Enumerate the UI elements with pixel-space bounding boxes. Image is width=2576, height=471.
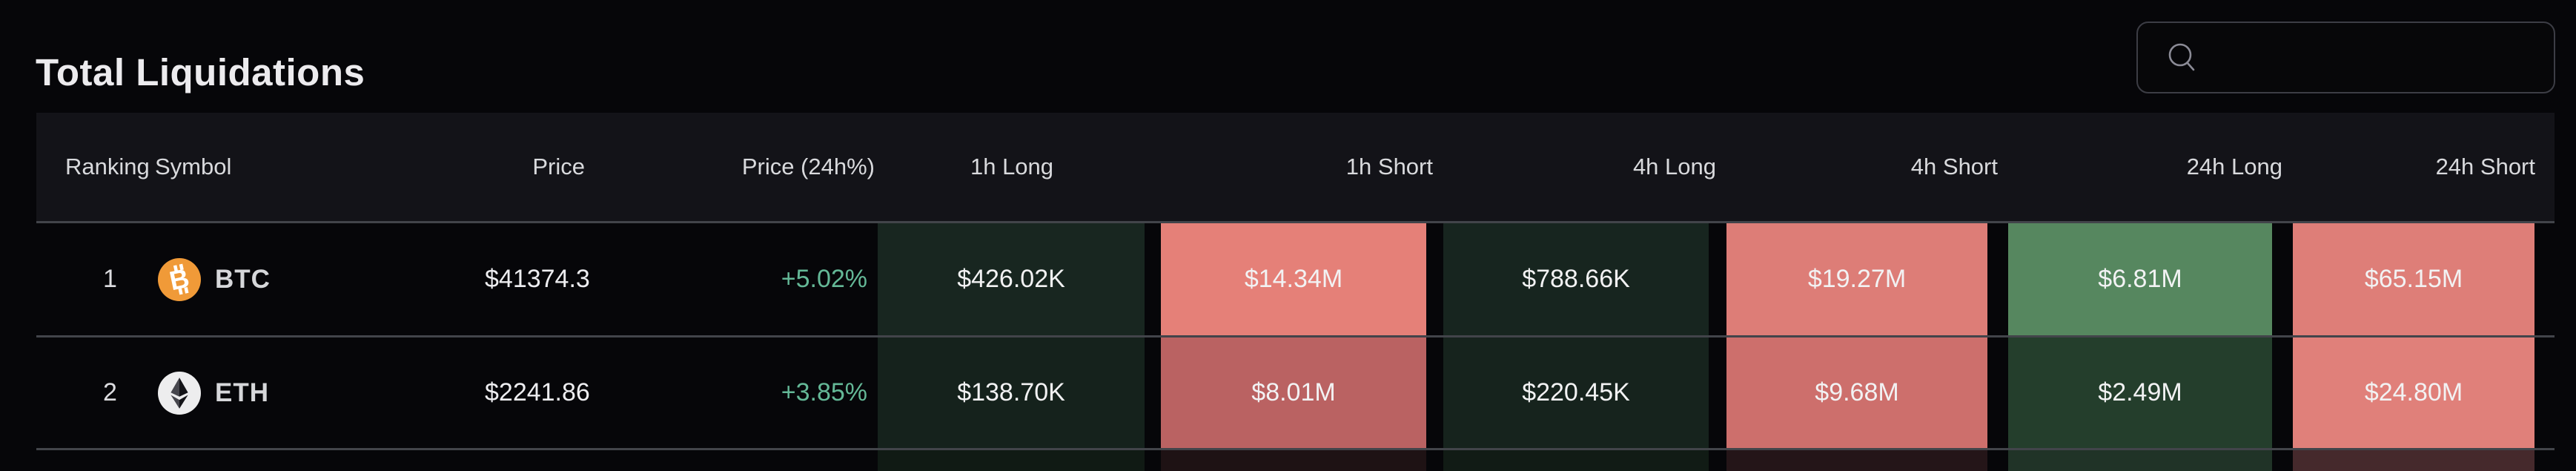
liq-cell-1h-long — [878, 450, 1145, 471]
svg-text:B: B — [167, 262, 192, 296]
liq-colbox-1h-short: $14.34M — [1161, 223, 1443, 335]
search-input[interactable] — [2216, 29, 2539, 86]
liq-cell-1h-long: $138.70K — [878, 337, 1145, 448]
page-title: Total Liquidations — [36, 51, 365, 94]
ranking-cell: 2 — [103, 378, 117, 406]
liq-cell-24h-long: $6.81M — [2008, 223, 2272, 335]
liq-colbox-24h-short: $24.80M — [2293, 337, 2555, 448]
eth-icon — [158, 371, 201, 415]
column-header-symbol[interactable]: Symbol — [155, 154, 232, 179]
table-row-btc[interactable]: 1 B BTC $41374.3 +5.02% $426.02K $14.34M $788.6… — [36, 221, 2555, 335]
symbol-cell: B BTC — [155, 257, 485, 301]
column-header-price[interactable]: Price — [532, 154, 585, 179]
liq-cell-4h-long: $788.66K — [1443, 223, 1709, 335]
liq-colbox-24h-long: $6.81M — [2008, 223, 2293, 335]
liq-cell-24h-long: $2.49M — [2008, 337, 2272, 448]
liq-colbox-4h-short: $9.68M — [1726, 337, 2008, 448]
column-header-4h-long[interactable]: 4h Long — [1632, 154, 1716, 179]
liq-colbox-4h-short — [1726, 450, 2008, 471]
search-icon — [2168, 43, 2195, 70]
liq-cell-1h-short — [1161, 450, 1426, 471]
symbol-label: ETH — [215, 378, 269, 407]
liquidations-table: Ranking Symbol Price Price (24h%) 1h Lon… — [36, 113, 2555, 471]
liq-colbox-4h-long: $788.66K — [1443, 223, 1726, 335]
table-row-partial[interactable] — [36, 448, 2555, 471]
price-cell: $2241.86 — [485, 378, 590, 406]
liq-cell-24h-short: $24.80M — [2293, 337, 2534, 448]
liq-cell-1h-short: $14.34M — [1161, 223, 1426, 335]
liq-colbox-1h-long: $138.70K — [878, 337, 1161, 448]
liq-cell-4h-short — [1726, 450, 1987, 471]
liq-cell-1h-long: $426.02K — [878, 223, 1145, 335]
liq-colbox-1h-long — [878, 450, 1161, 471]
liq-colbox-24h-short — [2293, 450, 2555, 471]
btc-icon: B — [158, 257, 201, 301]
column-header-1h-short[interactable]: 1h Short — [1345, 154, 1433, 179]
liq-cell-1h-short: $8.01M — [1161, 337, 1426, 448]
liq-cell-4h-short: $9.68M — [1726, 337, 1987, 448]
column-header-24h-long[interactable]: 24h Long — [2186, 154, 2282, 179]
liq-cell-4h-long: $220.45K — [1443, 337, 1709, 448]
liq-colbox-1h-short — [1161, 450, 1443, 471]
liq-colbox-4h-long — [1443, 450, 1726, 471]
table-rows: 1 B BTC $41374.3 +5.02% $426.02K $14.34M $788.6… — [36, 221, 2555, 471]
ranking-cell: 1 — [103, 265, 117, 293]
price-cell: $41374.3 — [485, 265, 590, 293]
liq-colbox-24h-short: $65.15M — [2293, 223, 2555, 335]
column-header-price-24h[interactable]: Price (24h%) — [741, 154, 875, 179]
liq-cell-24h-long — [2008, 450, 2272, 471]
table-row-eth[interactable]: 2 ETH $2241.86 +3.85% $138.70K $8.01M $220.45K… — [36, 335, 2555, 448]
price-change-24h-cell: +3.85% — [781, 378, 867, 406]
column-header-1h-long[interactable]: 1h Long — [970, 154, 1054, 179]
liq-cell-4h-short: $19.27M — [1726, 223, 1987, 335]
liq-colbox-24h-long — [2008, 450, 2293, 471]
table-header: Ranking Symbol Price Price (24h%) 1h Lon… — [36, 113, 2555, 221]
liq-colbox-1h-short: $8.01M — [1161, 337, 1443, 448]
symbol-cell: ETH — [155, 371, 485, 415]
liq-cell-24h-short — [2293, 450, 2534, 471]
liq-cell-24h-short: $65.15M — [2293, 223, 2534, 335]
search-box[interactable] — [2136, 22, 2555, 93]
liq-colbox-4h-long: $220.45K — [1443, 337, 1726, 448]
column-header-24h-short[interactable]: 24h Short — [2435, 154, 2535, 179]
liq-colbox-4h-short: $19.27M — [1726, 223, 2008, 335]
column-header-ranking[interactable]: Ranking — [65, 154, 150, 179]
column-header-4h-short[interactable]: 4h Short — [1910, 154, 1998, 179]
liq-colbox-1h-long: $426.02K — [878, 223, 1161, 335]
symbol-label: BTC — [215, 264, 271, 294]
liq-cell-4h-long — [1443, 450, 1709, 471]
price-change-24h-cell: +5.02% — [781, 265, 867, 293]
liq-colbox-24h-long: $2.49M — [2008, 337, 2293, 448]
